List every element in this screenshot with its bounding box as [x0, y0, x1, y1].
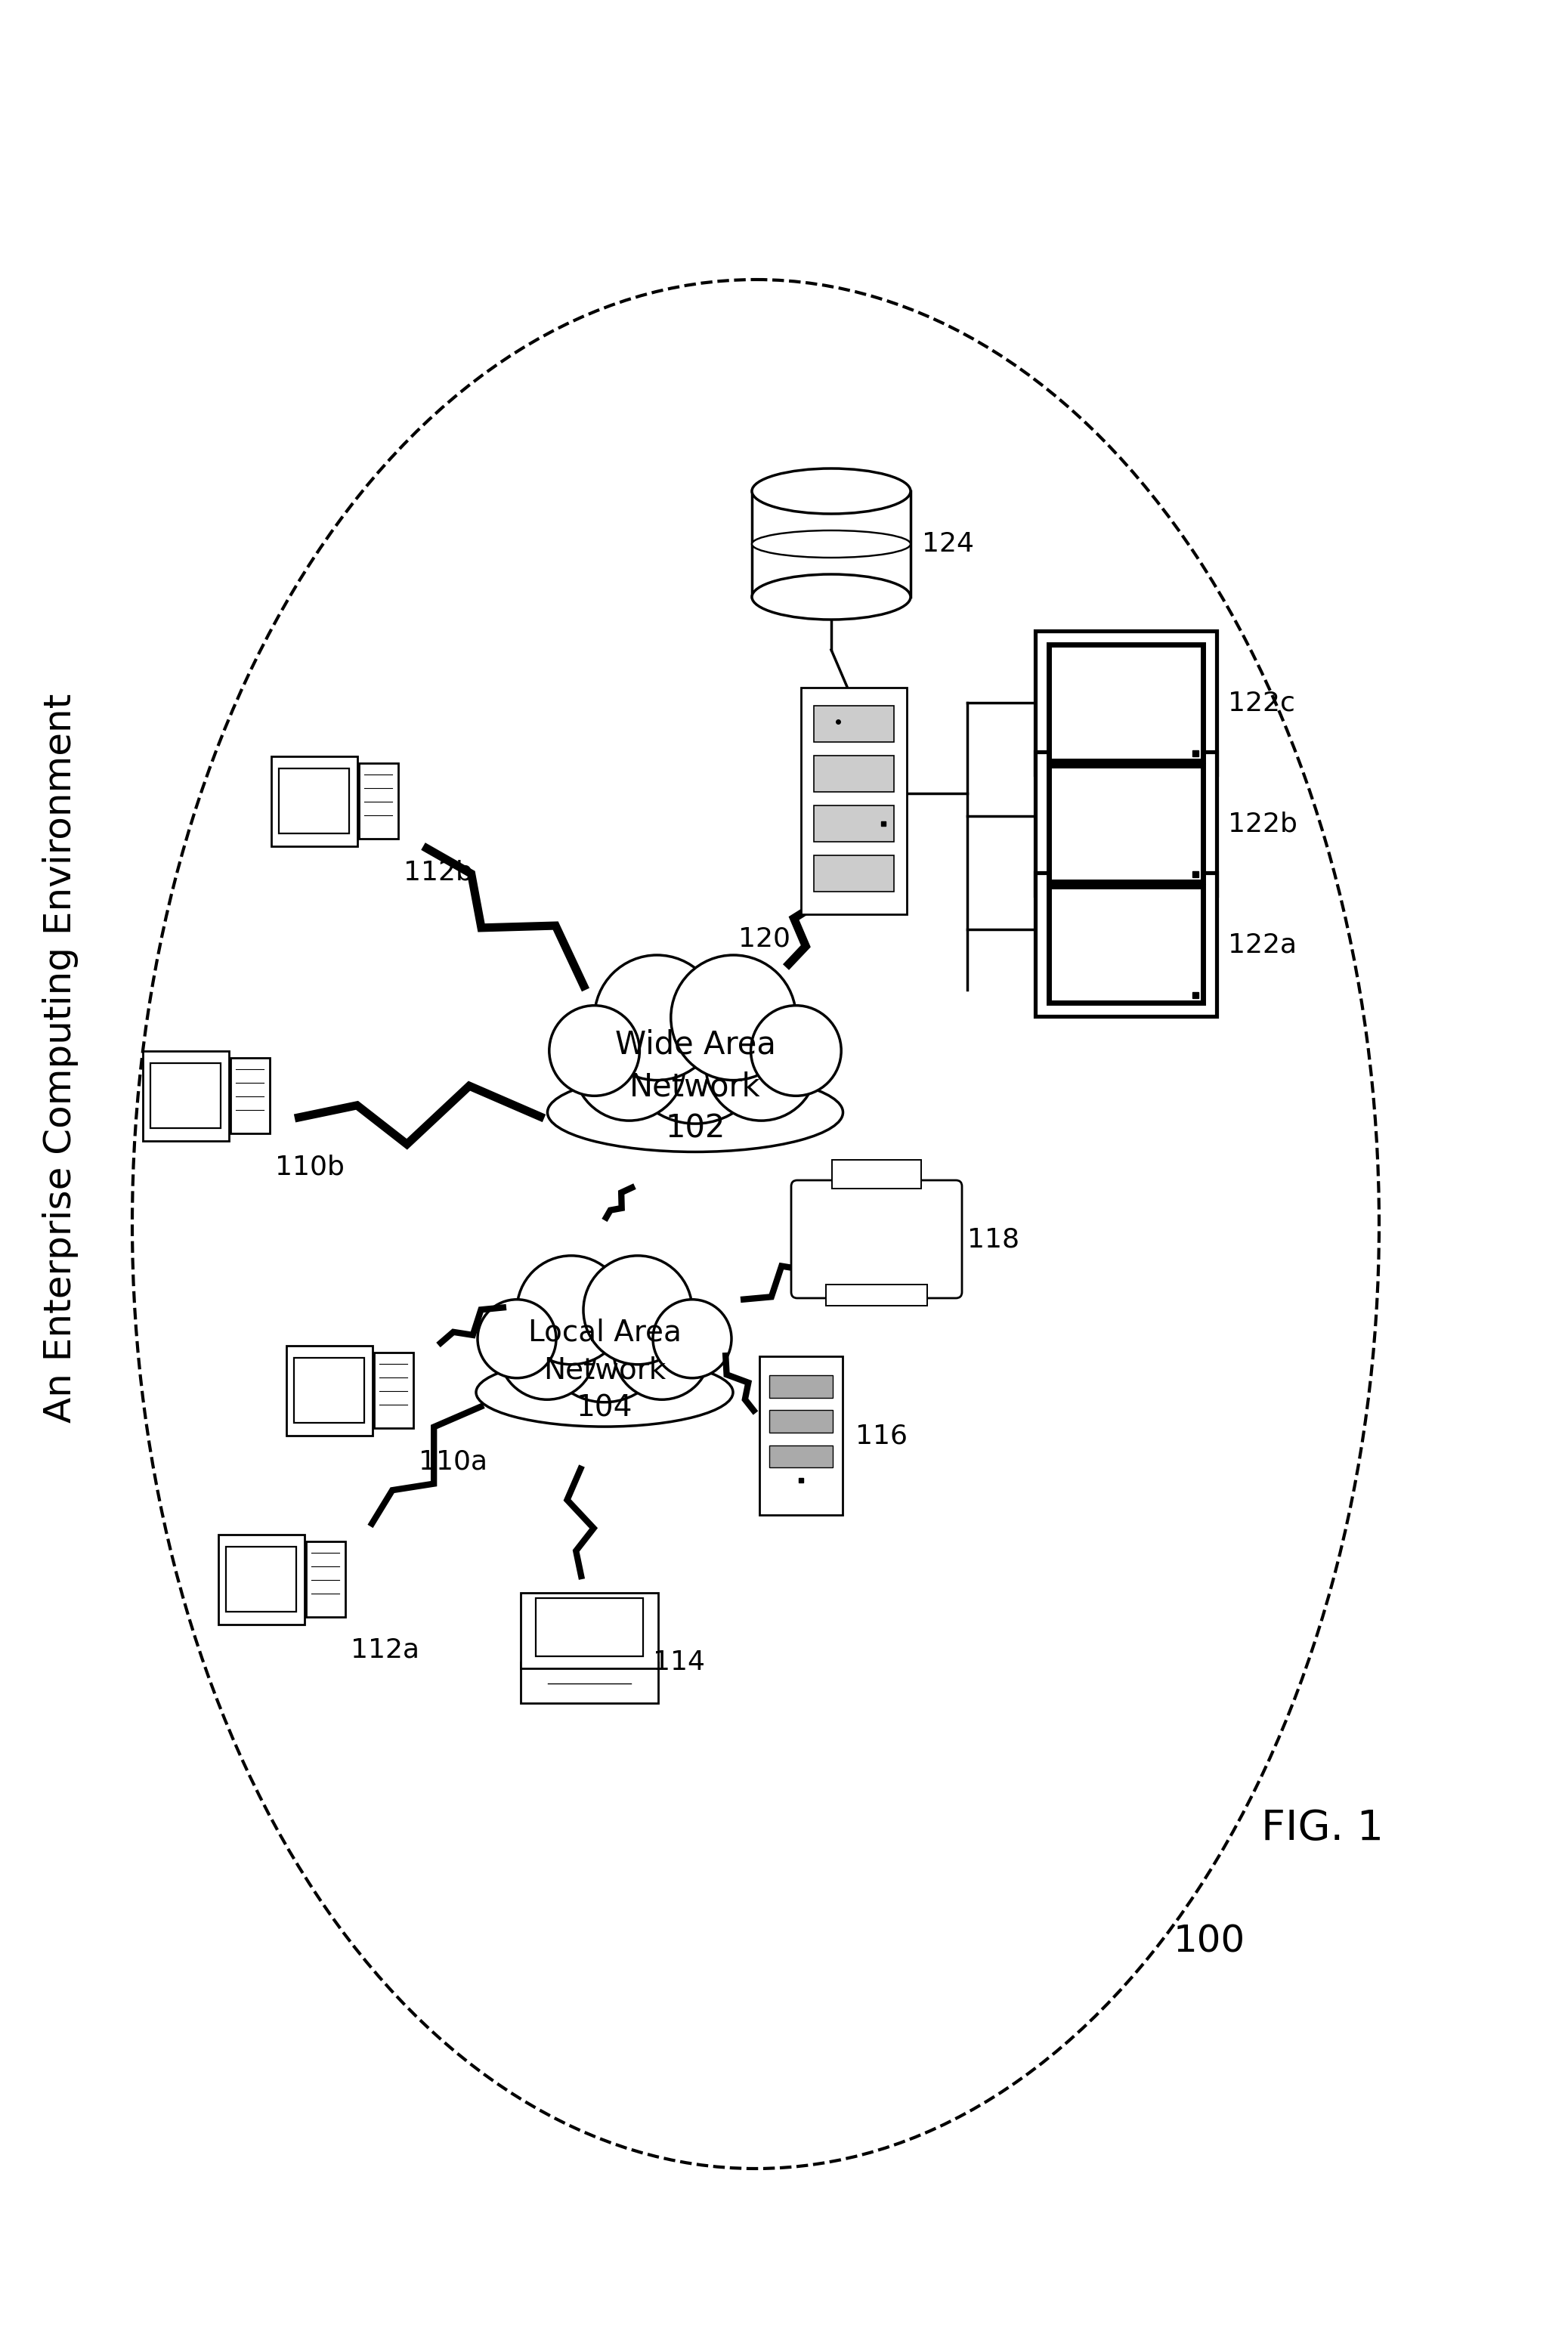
Bar [759, 1355, 842, 1516]
Text: 112b: 112b [403, 860, 474, 886]
Circle shape [517, 1256, 626, 1365]
Circle shape [574, 1009, 685, 1121]
Bar [1035, 872, 1217, 1016]
Bar [271, 756, 358, 846]
Circle shape [671, 956, 797, 1081]
Text: 118: 118 [967, 1225, 1019, 1253]
Circle shape [613, 1302, 710, 1400]
Bar [306, 1541, 345, 1618]
Circle shape [652, 1300, 732, 1379]
Text: FIG. 1: FIG. 1 [1261, 1809, 1383, 1848]
Bar [833, 1160, 920, 1188]
Circle shape [751, 1004, 840, 1095]
Circle shape [583, 1256, 691, 1365]
Ellipse shape [547, 1072, 844, 1151]
Bar [151, 1063, 221, 1128]
Bar [1049, 644, 1203, 760]
Circle shape [622, 979, 768, 1123]
Bar [814, 707, 894, 742]
Text: 112a: 112a [350, 1637, 419, 1662]
Text: 116: 116 [855, 1423, 908, 1448]
Text: 122a: 122a [1228, 932, 1297, 958]
Text: 110b: 110b [274, 1153, 345, 1179]
Bar [770, 1376, 833, 1397]
Text: 110a: 110a [419, 1448, 488, 1474]
Circle shape [499, 1302, 596, 1400]
Bar [1035, 630, 1217, 774]
Bar [287, 1346, 372, 1435]
Bar [1035, 751, 1217, 895]
Bar [814, 856, 894, 890]
Bar [143, 1051, 229, 1142]
Circle shape [594, 956, 720, 1081]
Bar [814, 804, 894, 842]
Text: 122b: 122b [1228, 811, 1297, 837]
Bar [279, 770, 350, 832]
FancyBboxPatch shape [792, 1181, 961, 1297]
Text: 124: 124 [922, 530, 974, 558]
Bar [814, 756, 894, 793]
Bar [1049, 886, 1203, 1002]
Bar [373, 1353, 414, 1428]
Text: 100: 100 [1173, 1923, 1245, 1960]
Text: 122c: 122c [1228, 691, 1295, 716]
Bar [226, 1546, 296, 1611]
Circle shape [541, 1276, 668, 1402]
Bar [293, 1358, 364, 1423]
Bar [770, 1411, 833, 1432]
Ellipse shape [753, 467, 911, 514]
Bar [521, 1593, 659, 1667]
Circle shape [478, 1300, 557, 1379]
Bar [1049, 765, 1203, 881]
Text: 120: 120 [739, 925, 790, 951]
Bar [521, 1662, 659, 1702]
Text: Wide Area
Network
102: Wide Area Network 102 [615, 1030, 776, 1144]
Ellipse shape [477, 1358, 732, 1428]
Bar [359, 763, 398, 839]
Text: Local Area
Network
104: Local Area Network 104 [528, 1318, 681, 1423]
Bar [230, 1058, 270, 1135]
Bar [801, 688, 906, 914]
Ellipse shape [753, 574, 911, 618]
Bar [536, 1597, 643, 1655]
Text: An Enterprise Computing Environment: An Enterprise Computing Environment [42, 693, 78, 1423]
Bar [770, 1446, 833, 1467]
Bar [826, 1283, 927, 1307]
Circle shape [706, 1009, 817, 1121]
Circle shape [549, 1004, 640, 1095]
Bar [218, 1535, 304, 1625]
Text: 114: 114 [654, 1648, 706, 1676]
Ellipse shape [753, 530, 911, 558]
